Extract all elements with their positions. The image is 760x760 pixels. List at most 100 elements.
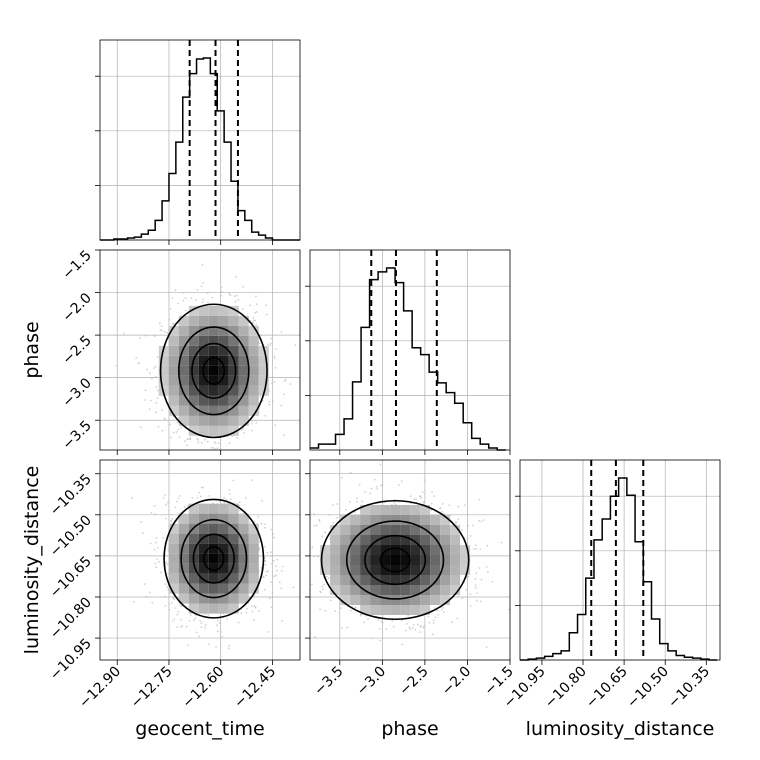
sample-point bbox=[321, 585, 324, 588]
sample-point bbox=[131, 497, 134, 499]
sample-point bbox=[465, 588, 468, 591]
sample-point bbox=[203, 438, 206, 441]
sample-point bbox=[200, 486, 203, 489]
contour-line bbox=[163, 498, 265, 619]
density-bin bbox=[218, 385, 229, 396]
density-bin bbox=[208, 365, 219, 376]
x-tick-label: −10.65 bbox=[583, 664, 631, 712]
density-bin bbox=[228, 425, 239, 436]
sample-point bbox=[353, 511, 356, 514]
sample-point bbox=[214, 448, 217, 450]
density-bin bbox=[228, 593, 239, 604]
contour-line bbox=[192, 533, 235, 584]
density-bin bbox=[168, 553, 179, 564]
sample-point bbox=[189, 614, 192, 617]
density-bin bbox=[208, 305, 219, 316]
density-bin bbox=[360, 565, 371, 575]
sample-point bbox=[137, 362, 140, 365]
sample-point bbox=[427, 615, 430, 618]
sample-point bbox=[486, 544, 488, 547]
density-bin bbox=[400, 595, 411, 605]
sample-point bbox=[270, 528, 273, 531]
sample-point bbox=[469, 604, 472, 607]
sample-point bbox=[155, 541, 157, 544]
density-bin bbox=[168, 523, 179, 534]
density-bin bbox=[360, 605, 371, 615]
sample-point bbox=[171, 297, 174, 300]
sample-point bbox=[252, 317, 255, 319]
density-bin bbox=[320, 545, 331, 555]
sample-point bbox=[393, 501, 396, 504]
sample-point bbox=[228, 493, 231, 495]
scatter-panel-geocent-time-vs-phase: −3.5−3.0−2.5−2.0−1.5 bbox=[59, 248, 301, 457]
density-bin bbox=[198, 345, 209, 356]
density-bin bbox=[248, 375, 259, 386]
sample-point bbox=[373, 478, 376, 481]
sample-point bbox=[441, 503, 444, 505]
sample-point bbox=[345, 508, 348, 511]
density-bin bbox=[340, 555, 351, 565]
sample-point bbox=[306, 538, 308, 540]
density-bin bbox=[248, 563, 259, 574]
sample-point bbox=[436, 609, 439, 612]
sample-point bbox=[205, 455, 207, 457]
sample-point bbox=[469, 593, 472, 596]
sample-point bbox=[254, 311, 257, 314]
density-bin bbox=[188, 305, 199, 316]
x-tick-label: −2.5 bbox=[396, 664, 431, 699]
density-bin bbox=[238, 573, 249, 584]
sample-point bbox=[150, 511, 153, 514]
density-bin bbox=[440, 575, 451, 585]
sample-point bbox=[457, 505, 460, 508]
sample-point bbox=[407, 614, 410, 617]
density-bin bbox=[188, 425, 199, 436]
sample-point bbox=[415, 498, 417, 500]
sample-point bbox=[269, 342, 272, 345]
sample-point bbox=[397, 484, 400, 486]
density-bin bbox=[178, 573, 189, 584]
density-bin bbox=[350, 565, 361, 575]
contour-line bbox=[203, 546, 225, 572]
sample-point bbox=[176, 500, 178, 503]
sample-point bbox=[434, 607, 436, 610]
sample-point bbox=[164, 604, 167, 607]
sample-point bbox=[148, 591, 151, 594]
density-bin bbox=[440, 535, 451, 545]
sample-point bbox=[482, 519, 485, 521]
density-bin bbox=[198, 573, 209, 584]
density-bin bbox=[208, 563, 219, 574]
density-bin bbox=[440, 545, 451, 555]
sample-point bbox=[145, 334, 147, 337]
density-bin bbox=[208, 503, 219, 514]
sample-point bbox=[475, 599, 478, 602]
sample-point bbox=[141, 532, 144, 534]
y-tick-label: −1.5 bbox=[59, 248, 94, 283]
sample-point bbox=[144, 389, 147, 392]
sample-point bbox=[251, 605, 253, 608]
sample-point bbox=[269, 551, 272, 554]
sample-point bbox=[243, 432, 246, 434]
density-bin bbox=[238, 335, 249, 346]
density-bin bbox=[218, 573, 229, 584]
density-bin bbox=[248, 573, 259, 584]
sample-point bbox=[422, 626, 425, 629]
density-bin bbox=[178, 355, 189, 366]
sample-point bbox=[380, 484, 382, 487]
contour-line bbox=[345, 520, 445, 600]
sample-point bbox=[308, 616, 310, 618]
density-bin bbox=[380, 575, 391, 585]
density-bin bbox=[238, 513, 249, 524]
density-bin bbox=[178, 583, 189, 594]
density-bin bbox=[430, 535, 441, 545]
density-bin bbox=[178, 513, 189, 524]
sample-point bbox=[199, 495, 202, 498]
sample-point bbox=[174, 289, 177, 292]
sample-point bbox=[485, 566, 488, 568]
sample-point bbox=[206, 292, 209, 295]
sample-point bbox=[251, 419, 253, 422]
density-bin bbox=[400, 575, 411, 585]
sample-point bbox=[267, 570, 269, 572]
sample-point bbox=[234, 300, 237, 303]
sample-point bbox=[276, 558, 279, 561]
sample-point bbox=[245, 611, 248, 614]
